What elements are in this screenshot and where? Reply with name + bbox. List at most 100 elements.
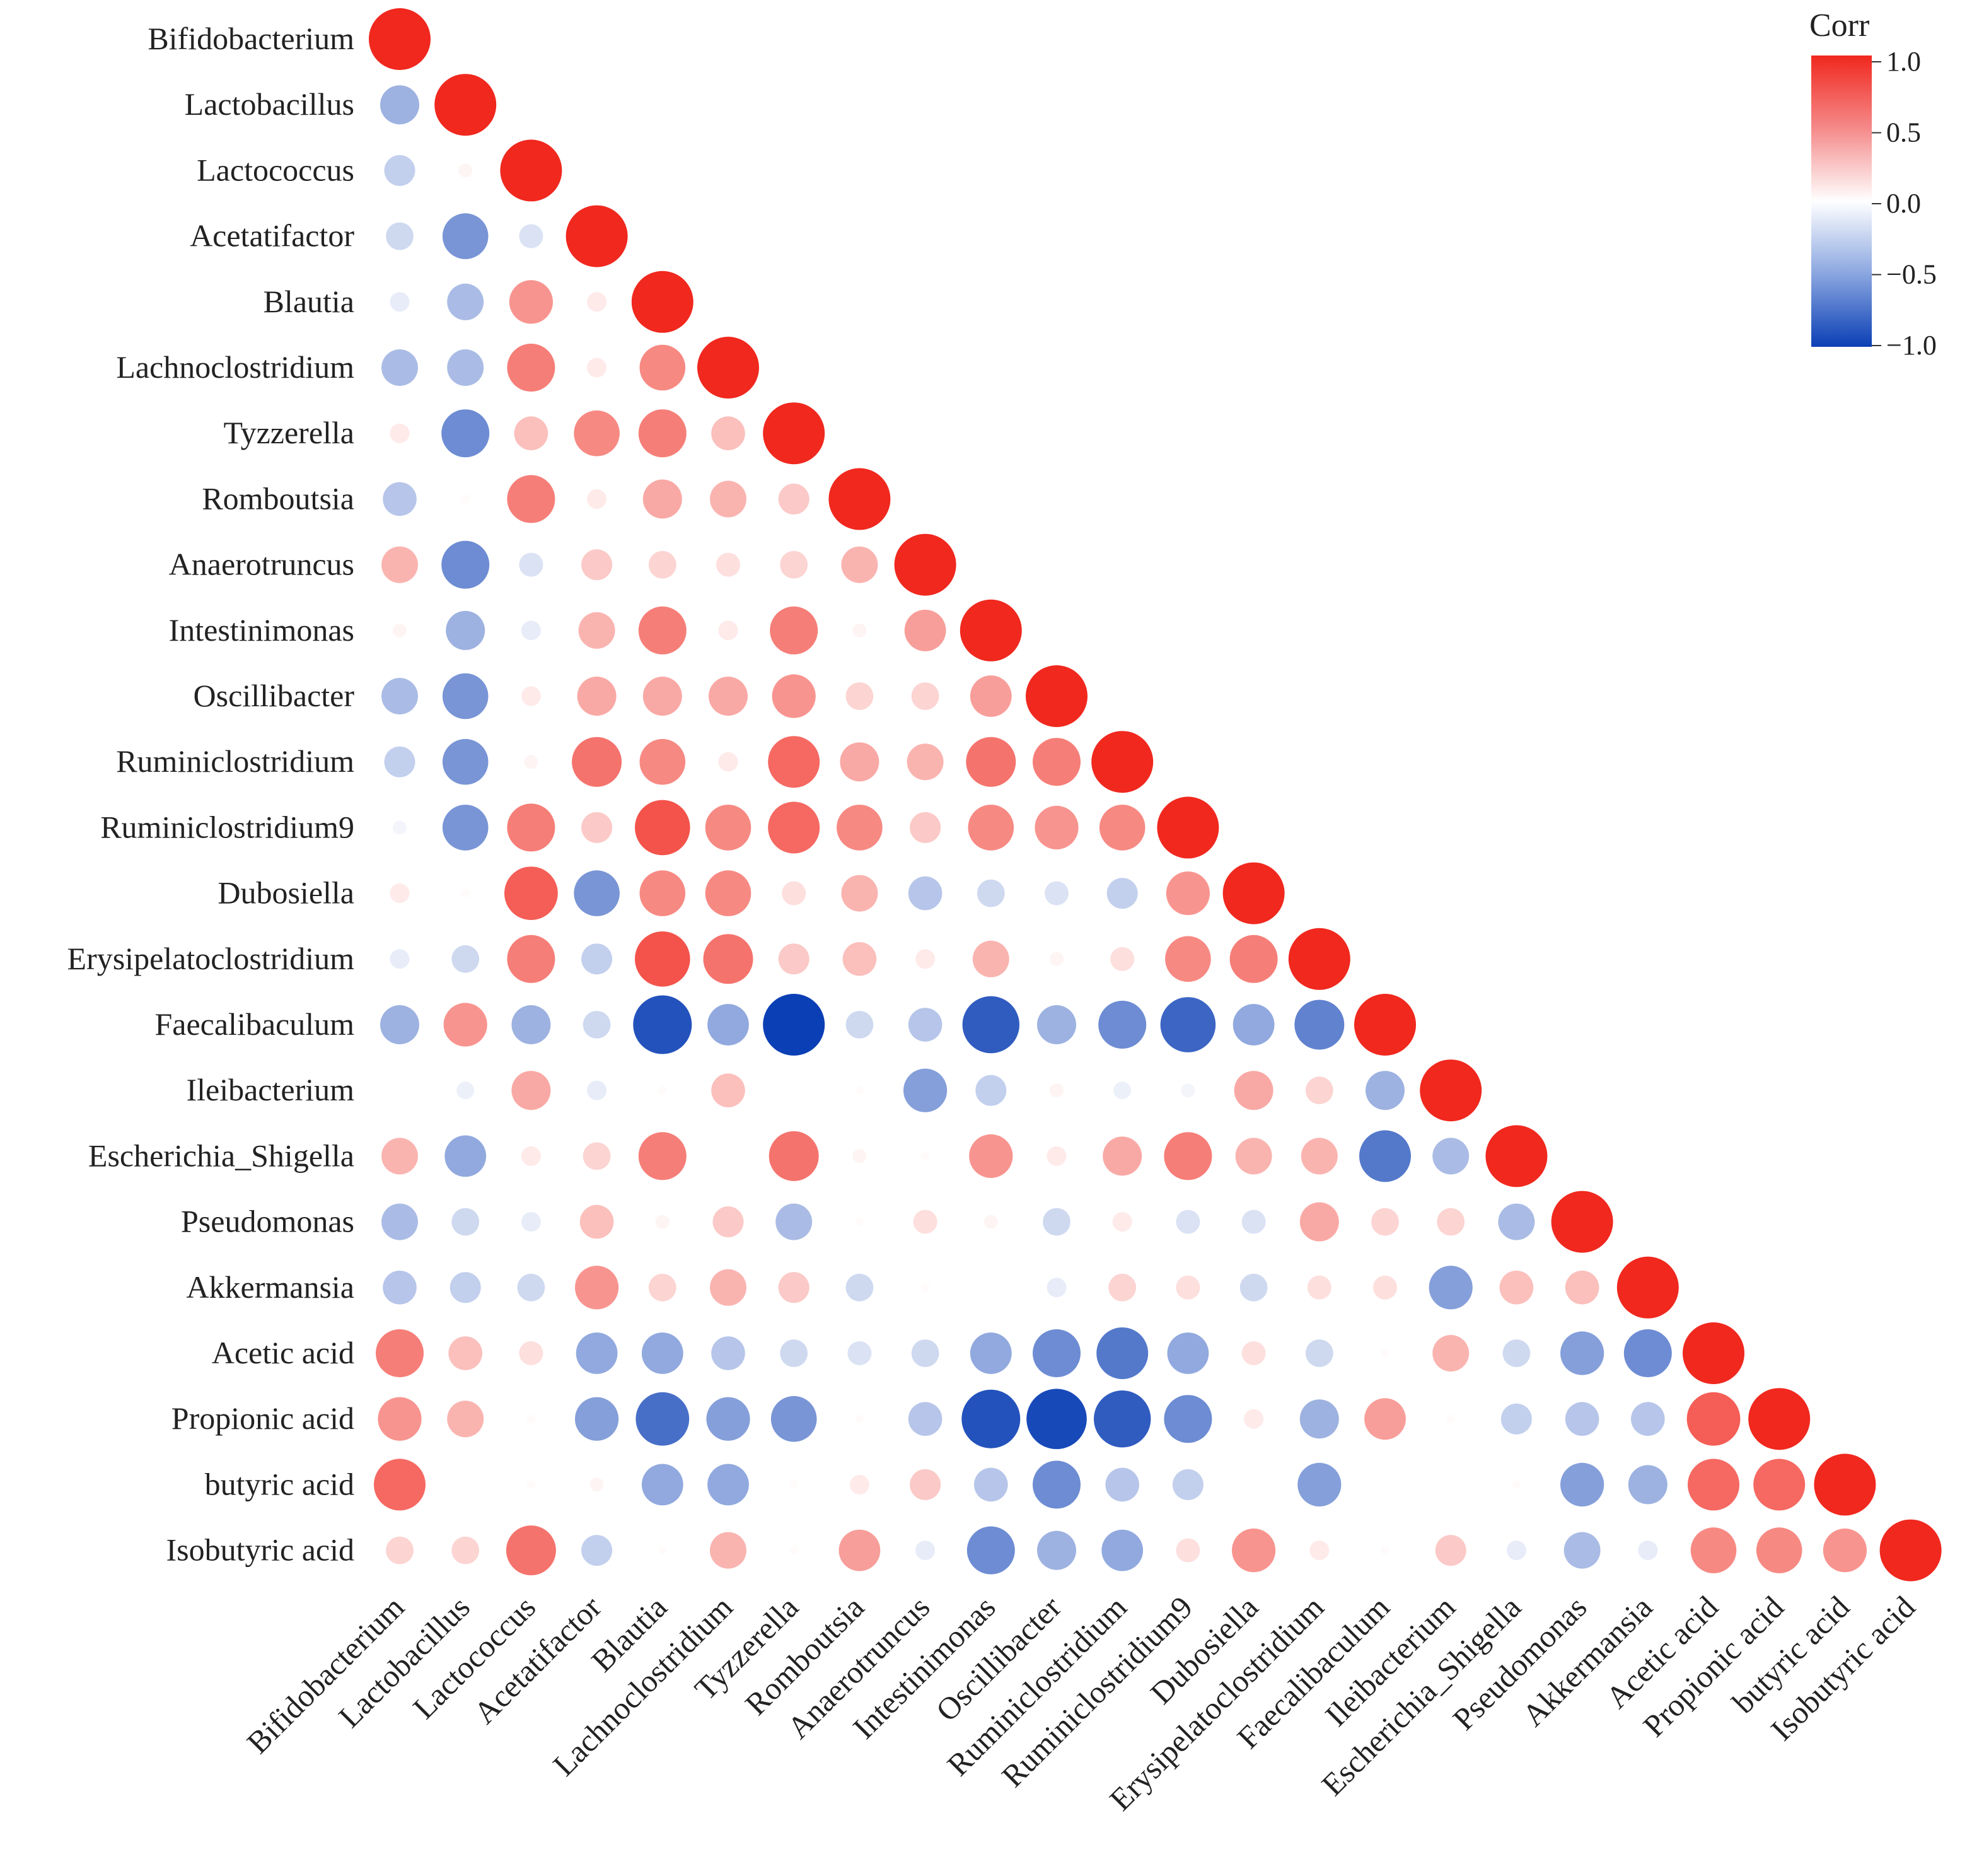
corr-dot-oscillibacter-oscillibacter <box>1026 665 1088 727</box>
legend-colorbar <box>1811 55 1872 347</box>
corr-dot-isobutyric-acid-romboutsia <box>838 1529 881 1571</box>
corr-dot-akkermansia-ruminiclostridium9 <box>1176 1275 1200 1300</box>
legend-tick-label: −1.0 <box>1886 330 1937 361</box>
corr-dot-akkermansia-faecalibaculum <box>1373 1275 1397 1300</box>
corr-dot-pseudomonas-lachnoclostridium <box>712 1206 744 1238</box>
corr-dot-escherichia-shigella-ruminiclostridium <box>1103 1136 1142 1176</box>
row-label: Acetic acid <box>212 1335 354 1370</box>
corr-dot-lachnoclostridium-lactococcus <box>507 344 555 392</box>
corr-dot-escherichia-shigella-intestinimonas <box>969 1134 1013 1178</box>
corr-dot-acetic-acid-dubosiella <box>1241 1341 1266 1365</box>
corr-dot-akkermansia-tyzzerella <box>778 1272 809 1303</box>
column-labels: BifidobacteriumLactobacillusLactococcusA… <box>240 1589 1922 1817</box>
corr-dot-dubosiella-anaerotruncus <box>908 876 943 911</box>
legend-tick-label: 0.5 <box>1886 117 1921 148</box>
corr-dot-ruminiclostridium9-blautia <box>635 800 690 856</box>
corr-dot-escherichia-shigella-bifidobacterium <box>381 1138 418 1175</box>
corr-dot-isobutyric-acid-lactobacillus <box>451 1536 480 1564</box>
corr-dot-propionic-acid-acetatifactor <box>575 1397 619 1441</box>
corr-dot-tyzzerella-lachnoclostridium <box>711 416 745 450</box>
corr-dot-tyzzerella-lactococcus <box>514 416 548 450</box>
corr-dot-propionic-acid-lactobacillus <box>447 1401 484 1438</box>
corr-dot-acetic-acid-lachnoclostridium <box>711 1336 745 1370</box>
corr-dot-faecalibaculum-bifidobacterium <box>380 1005 419 1044</box>
corr-dot-acetatifactor-bifidobacterium <box>386 222 414 250</box>
corr-dot-acetic-acid-bifidobacterium <box>376 1329 424 1377</box>
corr-dot-isobutyric-acid-propionic-acid <box>1756 1527 1802 1573</box>
corr-dot-tyzzerella-blautia <box>638 409 687 458</box>
corr-dot-isobutyric-acid-dubosiella <box>1232 1529 1276 1573</box>
row-label: Erysipelatoclostridium <box>67 941 355 976</box>
corr-dot-romboutsia-bifidobacterium <box>383 482 417 516</box>
corr-dot-lachnoclostridium-lactobacillus <box>447 349 484 386</box>
corr-dot-lachnoclostridium-lachnoclostridium <box>697 337 759 399</box>
corr-dot-intestinimonas-bifidobacterium <box>393 623 407 638</box>
corr-dot-akkermansia-acetatifactor <box>575 1266 619 1310</box>
corr-dot-acetic-acid-lactococcus <box>519 1341 543 1365</box>
corr-dot-butyric-acid-butyric-acid <box>1814 1454 1876 1516</box>
corr-dot-acetic-acid-ileibacterium <box>1432 1335 1470 1372</box>
corr-dot-faecalibaculum-erysipelatoclostridium <box>1294 999 1345 1050</box>
corr-dot-faecalibaculum-oscillibacter <box>1037 1005 1076 1044</box>
corr-dot-lactococcus-lactococcus <box>500 139 562 202</box>
corr-dot-oscillibacter-intestinimonas <box>970 675 1012 717</box>
row-labels: Bifidobacterium Lactobacillus Lactococcus A… <box>67 21 355 1568</box>
corr-dot-pseudomonas-bifidobacterium <box>381 1203 418 1240</box>
corr-dot-intestinimonas-blautia <box>638 606 687 655</box>
corr-dot-propionic-acid-dubosiella <box>1244 1409 1264 1429</box>
corr-dot-faecalibaculum-anaerotruncus <box>908 1008 943 1042</box>
corr-dot-faecalibaculum-blautia <box>633 995 692 1054</box>
corr-dot-propionic-acid-akkermansia <box>1631 1402 1665 1436</box>
corr-dot-propionic-acid-oscillibacter <box>1026 1389 1087 1449</box>
row-label: Escherichia_Shigella <box>88 1138 354 1173</box>
corr-dot-isobutyric-acid-lachnoclostridium <box>710 1532 746 1569</box>
corr-dot-propionic-acid-ruminiclostridium <box>1094 1390 1151 1448</box>
corr-dot-escherichia-shigella-faecalibaculum <box>1359 1130 1411 1182</box>
corr-dot-acetatifactor-acetatifactor <box>566 205 628 267</box>
corr-dot-butyric-acid-intestinimonas <box>974 1467 1008 1502</box>
row-label: Faecalibaculum <box>154 1006 354 1042</box>
corr-dot-isobutyric-acid-tyzzerella <box>789 1546 799 1555</box>
corr-dot-lactobacillus-lactobacillus <box>434 74 497 136</box>
corr-dot-isobutyric-acid-lactococcus <box>506 1525 556 1576</box>
corr-dot-faecalibaculum-ruminiclostridium9 <box>1160 997 1216 1052</box>
corr-dot-lachnoclostridium-blautia <box>639 344 686 391</box>
corr-dot-ruminiclostridium-lactobacillus <box>442 738 489 785</box>
corr-dot-dubosiella-ruminiclostridium9 <box>1166 871 1210 916</box>
corr-dot-isobutyric-acid-ruminiclostridium9 <box>1176 1538 1200 1563</box>
corr-dot-anaerotruncus-lactococcus <box>519 552 543 577</box>
row-label: Anaerotruncus <box>169 547 354 582</box>
corr-dot-butyric-acid-escherichia-shigella <box>1512 1480 1521 1489</box>
corr-dot-intestinimonas-lactococcus <box>521 620 541 641</box>
corr-dot-pseudomonas-tyzzerella <box>775 1203 813 1240</box>
corr-dot-butyric-acid-pseudomonas <box>1560 1462 1604 1506</box>
corr-dot-ruminiclostridium9-romboutsia <box>837 805 883 851</box>
corr-dot-butyric-acid-acetatifactor <box>589 1477 604 1492</box>
corr-dot-faecalibaculum-intestinimonas <box>962 996 1020 1054</box>
corr-dot-lactobacillus-bifidobacterium <box>380 85 419 125</box>
corr-dot-pseudomonas-intestinimonas <box>983 1215 998 1229</box>
corr-dot-propionic-acid-romboutsia <box>855 1414 864 1424</box>
corr-dot-faecalibaculum-lactococcus <box>511 1005 551 1044</box>
corr-dot-ruminiclostridium-acetatifactor <box>572 737 622 787</box>
corr-dot-ileibacterium-acetatifactor <box>587 1080 607 1100</box>
corr-dot-escherichia-shigella-dubosiella <box>1235 1138 1272 1175</box>
corr-dot-escherichia-shigella-romboutsia <box>852 1149 867 1163</box>
corr-dot-akkermansia-ileibacterium <box>1429 1266 1473 1310</box>
row-label: Ruminiclostridium9 <box>100 809 354 844</box>
corr-dot-pseudomonas-ruminiclostridium <box>1112 1212 1132 1232</box>
corr-dot-acetatifactor-lactobacillus <box>442 213 489 259</box>
corr-dot-dubosiella-lachnoclostridium <box>705 870 751 916</box>
corr-dot-lactococcus-bifidobacterium <box>384 154 415 186</box>
corr-dot-romboutsia-acetatifactor <box>587 489 607 509</box>
corr-dot-isobutyric-acid-acetatifactor <box>581 1535 613 1566</box>
corr-dot-erysipelatoclostridium-intestinimonas <box>972 940 1009 977</box>
corr-dot-faecalibaculum-tyzzerella <box>763 994 825 1056</box>
corr-dot-escherichia-shigella-lactobacillus <box>444 1135 487 1177</box>
corr-dot-bifidobacterium-bifidobacterium <box>369 8 431 70</box>
corr-dot-erysipelatoclostridium-dubosiella <box>1229 935 1278 983</box>
legend-tick-label: 1.0 <box>1886 46 1921 77</box>
corr-dot-faecalibaculum-faecalibaculum <box>1354 994 1416 1056</box>
corr-dot-butyric-acid-anaerotruncus <box>910 1469 941 1500</box>
corr-dot-dubosiella-acetatifactor <box>574 870 620 916</box>
